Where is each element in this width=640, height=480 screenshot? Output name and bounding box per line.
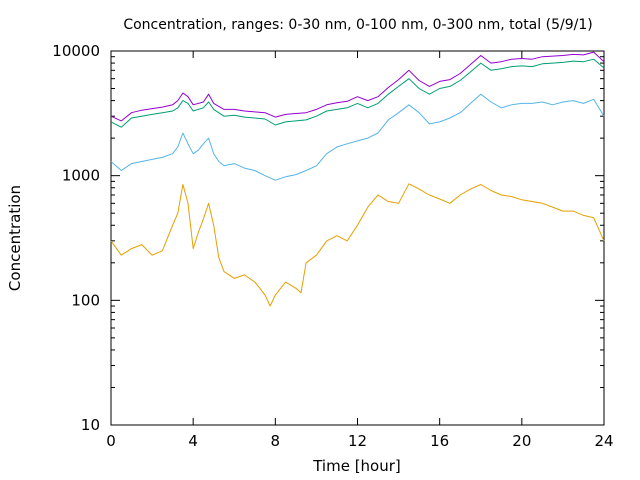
series-line-4 xyxy=(110,51,605,122)
series-line-1 xyxy=(110,183,605,307)
x-tick-label: 4 xyxy=(188,432,198,450)
plot-frame xyxy=(110,50,605,426)
chart-title: Concentration, ranges: 0-30 nm, 0-100 nm… xyxy=(123,17,592,33)
y-tick-label: 10 xyxy=(81,416,100,434)
series-line-3 xyxy=(110,58,605,128)
y-tick-label: 1000 xyxy=(62,167,100,185)
series-group xyxy=(110,51,605,307)
axis-ticks: 0 4 8 12 16 20 24 10 100 1000 10000 xyxy=(52,42,613,450)
x-axis-label: Time [hour] xyxy=(312,457,401,475)
x-tick-label: 24 xyxy=(594,432,613,450)
y-tick-label: 10000 xyxy=(52,42,100,60)
y-axis-label: Concentration xyxy=(6,185,24,291)
series-line-2 xyxy=(110,93,605,181)
y-tick-label: 100 xyxy=(71,291,100,309)
x-tick-label: 8 xyxy=(271,432,281,450)
x-tick-label: 0 xyxy=(106,432,116,450)
x-tick-label: 12 xyxy=(348,432,367,450)
x-tick-label: 16 xyxy=(430,432,449,450)
x-tick-label: 20 xyxy=(512,432,531,450)
